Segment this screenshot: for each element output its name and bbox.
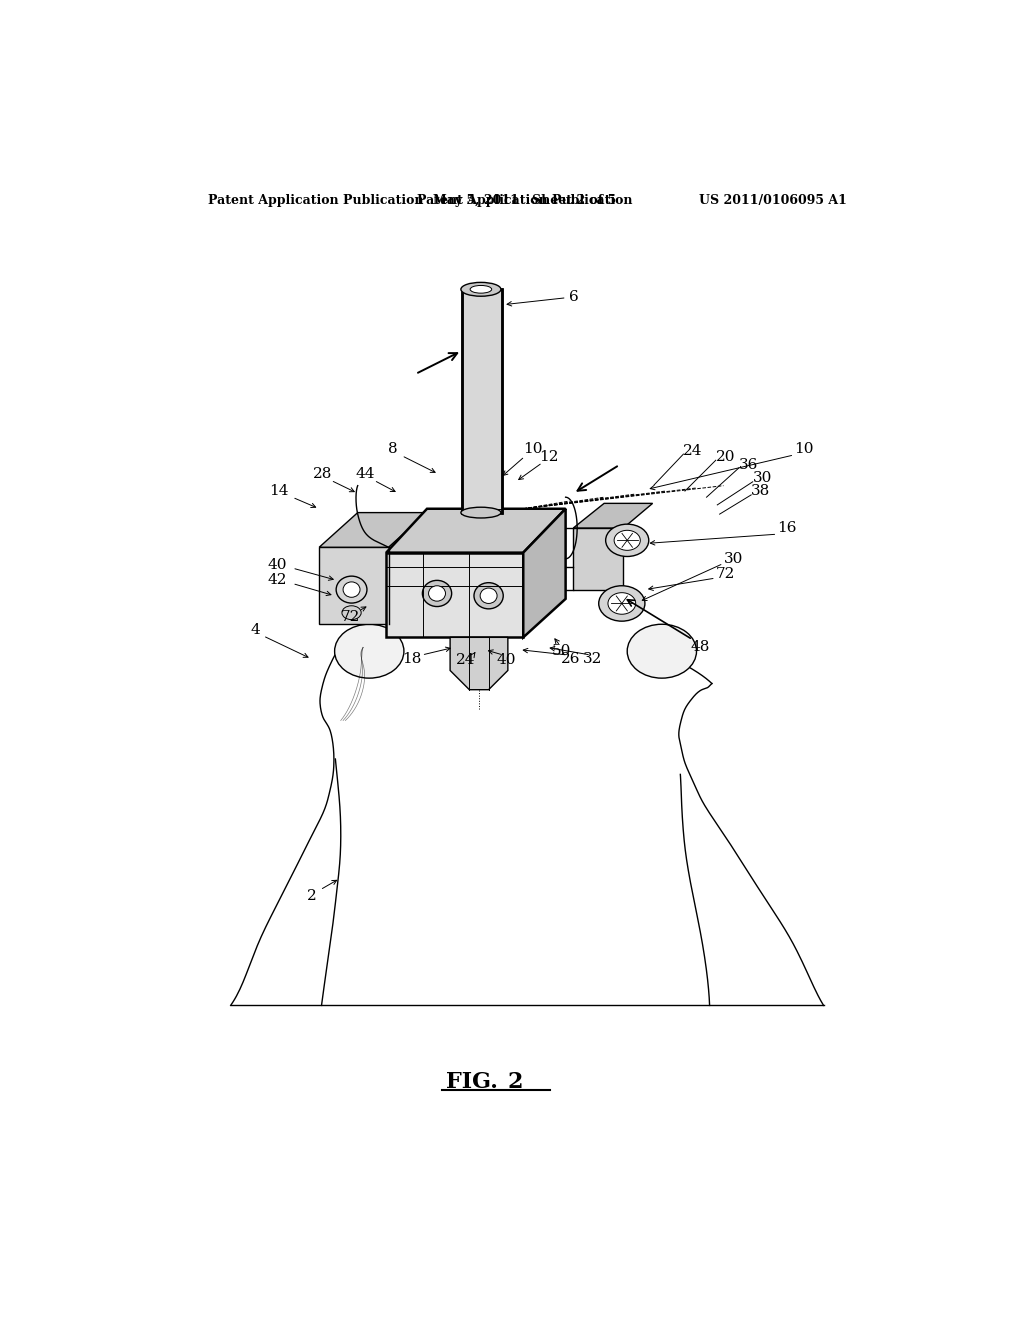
Text: 4: 4: [251, 623, 260, 636]
Ellipse shape: [335, 624, 403, 678]
Text: 6: 6: [507, 290, 580, 306]
Ellipse shape: [614, 531, 640, 550]
Text: 12: 12: [539, 450, 558, 465]
Ellipse shape: [628, 624, 696, 678]
Ellipse shape: [342, 606, 361, 619]
Ellipse shape: [474, 582, 503, 609]
Text: 10: 10: [795, 442, 814, 457]
Text: 40: 40: [497, 653, 516, 668]
Text: 72: 72: [341, 610, 360, 623]
Text: FIG.: FIG.: [446, 1072, 498, 1093]
Text: 2: 2: [306, 890, 316, 903]
Text: 44: 44: [355, 467, 375, 480]
Ellipse shape: [480, 589, 497, 603]
Text: 28: 28: [313, 467, 333, 480]
Text: 14: 14: [268, 484, 288, 498]
Ellipse shape: [599, 586, 645, 622]
Text: 42: 42: [267, 573, 287, 587]
Text: 36: 36: [739, 458, 758, 471]
Polygon shape: [573, 528, 624, 590]
Text: 26: 26: [561, 652, 581, 665]
Text: 38: 38: [752, 484, 770, 498]
Polygon shape: [319, 512, 427, 548]
Text: Patent Application Publication: Patent Application Publication: [417, 194, 633, 207]
Polygon shape: [319, 548, 388, 624]
Polygon shape: [386, 553, 523, 638]
Ellipse shape: [429, 586, 445, 601]
Polygon shape: [451, 638, 508, 689]
Ellipse shape: [461, 507, 501, 517]
Text: 10: 10: [523, 442, 543, 457]
Bar: [462, 289, 502, 512]
Ellipse shape: [343, 582, 360, 598]
Text: 20: 20: [716, 450, 735, 465]
Ellipse shape: [461, 282, 501, 296]
Text: May 5, 2011   Sheet 2 of 5: May 5, 2011 Sheet 2 of 5: [433, 194, 616, 207]
Polygon shape: [573, 503, 652, 528]
Text: 40: 40: [267, 558, 287, 572]
Text: 32: 32: [583, 652, 602, 665]
Text: US 2011/0106095 A1: US 2011/0106095 A1: [698, 194, 847, 207]
Ellipse shape: [336, 576, 367, 603]
Text: 30: 30: [753, 471, 772, 484]
Ellipse shape: [608, 593, 636, 614]
Text: 48: 48: [690, 640, 710, 655]
Text: Patent Application Publication: Patent Application Publication: [208, 194, 423, 207]
Text: 30: 30: [724, 552, 742, 566]
Text: 50: 50: [552, 644, 571, 659]
Text: 2: 2: [508, 1072, 523, 1093]
Text: 16: 16: [777, 521, 797, 535]
Ellipse shape: [470, 285, 492, 293]
Ellipse shape: [605, 524, 649, 557]
Text: 18: 18: [402, 652, 421, 665]
Ellipse shape: [422, 581, 452, 607]
Text: 8: 8: [387, 442, 397, 457]
Polygon shape: [523, 508, 565, 638]
Text: 24: 24: [683, 444, 702, 458]
Text: 24: 24: [456, 653, 475, 668]
Polygon shape: [386, 508, 565, 553]
Text: 72: 72: [716, 568, 735, 581]
